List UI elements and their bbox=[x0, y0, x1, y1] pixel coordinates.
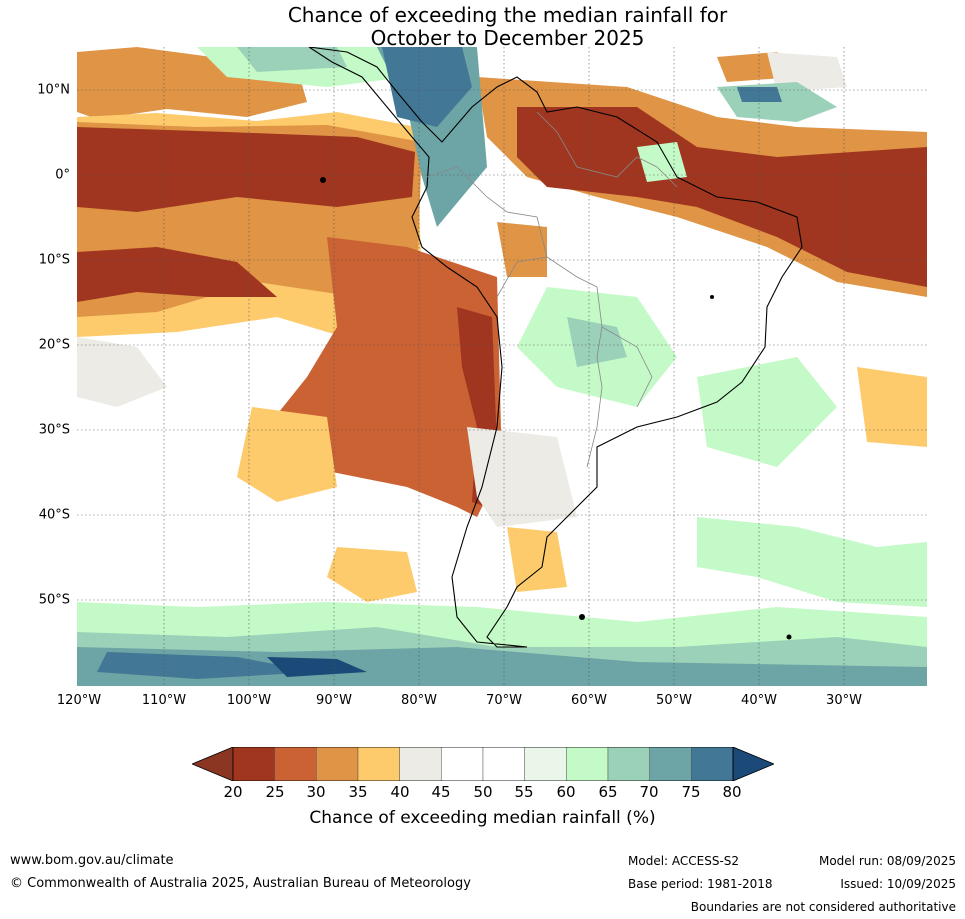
colorbar-segment bbox=[482, 747, 525, 781]
website-link[interactable]: www.bom.gov.au/climate bbox=[10, 853, 174, 868]
wet-patch bbox=[382, 47, 472, 127]
wet-patch bbox=[697, 517, 927, 607]
colorbar-tick: 40 bbox=[390, 783, 410, 801]
colorbar-segment bbox=[607, 747, 650, 781]
lon-label-120w: 120°W bbox=[56, 693, 102, 708]
neutral-patch bbox=[767, 52, 847, 92]
country-borders bbox=[426, 111, 678, 468]
title-line-2: October to December 2025 bbox=[370, 26, 645, 50]
colorbar-tick: 70 bbox=[639, 783, 659, 801]
lon-label-60w: 60°W bbox=[571, 693, 607, 708]
colorbar-segment bbox=[691, 747, 734, 781]
lon-label-30w: 30°W bbox=[826, 693, 862, 708]
lat-label-10n: 10°N bbox=[37, 82, 70, 98]
map-svg bbox=[77, 47, 927, 686]
dry-patch bbox=[517, 107, 927, 287]
dry-patch bbox=[77, 247, 277, 302]
colorbar-tick: 20 bbox=[223, 783, 243, 801]
neutral-patch bbox=[77, 337, 167, 407]
colorbar-tick: 45 bbox=[431, 783, 451, 801]
title-line-1: Chance of exceeding the median rainfall … bbox=[287, 3, 728, 27]
colorbar-tick: 60 bbox=[556, 783, 576, 801]
colorbar-tick: 25 bbox=[265, 783, 285, 801]
issued-text: Issued: 10/09/2025 bbox=[840, 877, 956, 891]
copyright-text: © Commonwealth of Australia 2025, Austra… bbox=[10, 876, 471, 891]
colorbar bbox=[192, 747, 774, 781]
wet-patch bbox=[737, 87, 782, 102]
colorbar-under-arrow bbox=[192, 747, 234, 781]
dry-patch bbox=[77, 127, 415, 212]
rainfall-map bbox=[77, 47, 927, 686]
wet-patch bbox=[97, 652, 317, 679]
lat-label-50s: 50°S bbox=[38, 592, 70, 608]
map-title: Chance of exceeding the median rainfall … bbox=[0, 4, 965, 50]
wet-patch bbox=[697, 357, 837, 467]
dry-patch bbox=[497, 222, 547, 277]
colorbar-segment bbox=[232, 747, 275, 781]
colorbar-tick: 35 bbox=[348, 783, 368, 801]
colorbar-tick: 55 bbox=[514, 783, 534, 801]
colorbar-segment bbox=[649, 747, 692, 781]
lat-label-20s: 20°S bbox=[38, 337, 70, 353]
lat-label-10s: 10°S bbox=[38, 252, 70, 268]
lon-label-110w: 110°W bbox=[141, 693, 187, 708]
lon-label-90w: 90°W bbox=[316, 693, 352, 708]
colorbar-segment bbox=[399, 747, 442, 781]
colorbar-tick: 30 bbox=[306, 783, 326, 801]
lon-label-70w: 70°W bbox=[486, 693, 522, 708]
gridlines bbox=[77, 47, 927, 686]
base-period-text: Base period: 1981-2018 bbox=[628, 877, 773, 891]
colorbar-caption: Chance of exceeding median rainfall (%) bbox=[309, 808, 656, 828]
dry-patch bbox=[507, 527, 567, 592]
colorbar-segment bbox=[566, 747, 609, 781]
colorbar-segment bbox=[524, 747, 567, 781]
colorbar-segment bbox=[357, 747, 400, 781]
colorbar-tick: 65 bbox=[598, 783, 618, 801]
disclaimer-text: Boundaries are not considered authoritat… bbox=[690, 900, 956, 914]
colorbar-segment bbox=[316, 747, 359, 781]
colorbar-tick: 75 bbox=[681, 783, 701, 801]
lat-label-0: 0° bbox=[55, 167, 70, 183]
colorbar-tick: 80 bbox=[722, 783, 742, 801]
rainfall-patches bbox=[77, 47, 927, 686]
colorbar-segment bbox=[274, 747, 317, 781]
neutral-patch bbox=[467, 427, 577, 527]
lon-label-50w: 50°W bbox=[656, 693, 692, 708]
dry-patch bbox=[327, 547, 417, 602]
dry-patch bbox=[857, 367, 927, 447]
model-run-text: Model run: 08/09/2025 bbox=[818, 854, 956, 868]
lon-label-40w: 40°W bbox=[741, 693, 777, 708]
model-text: Model: ACCESS-S2 bbox=[628, 854, 740, 868]
colorbar-over-arrow bbox=[732, 747, 774, 781]
islands bbox=[320, 177, 792, 640]
colorbar-frame bbox=[232, 747, 734, 781]
wet-patch bbox=[267, 657, 367, 677]
south-america-coastline bbox=[308, 47, 803, 648]
lon-label-80w: 80°W bbox=[401, 693, 437, 708]
colorbar-tick: 50 bbox=[473, 783, 493, 801]
lat-label-30s: 30°S bbox=[38, 422, 70, 438]
dry-patch bbox=[237, 407, 337, 502]
colorbar-segment bbox=[441, 747, 484, 781]
lon-label-100w: 100°W bbox=[226, 693, 272, 708]
wet-patch bbox=[567, 317, 627, 367]
lat-label-40s: 40°S bbox=[38, 507, 70, 523]
